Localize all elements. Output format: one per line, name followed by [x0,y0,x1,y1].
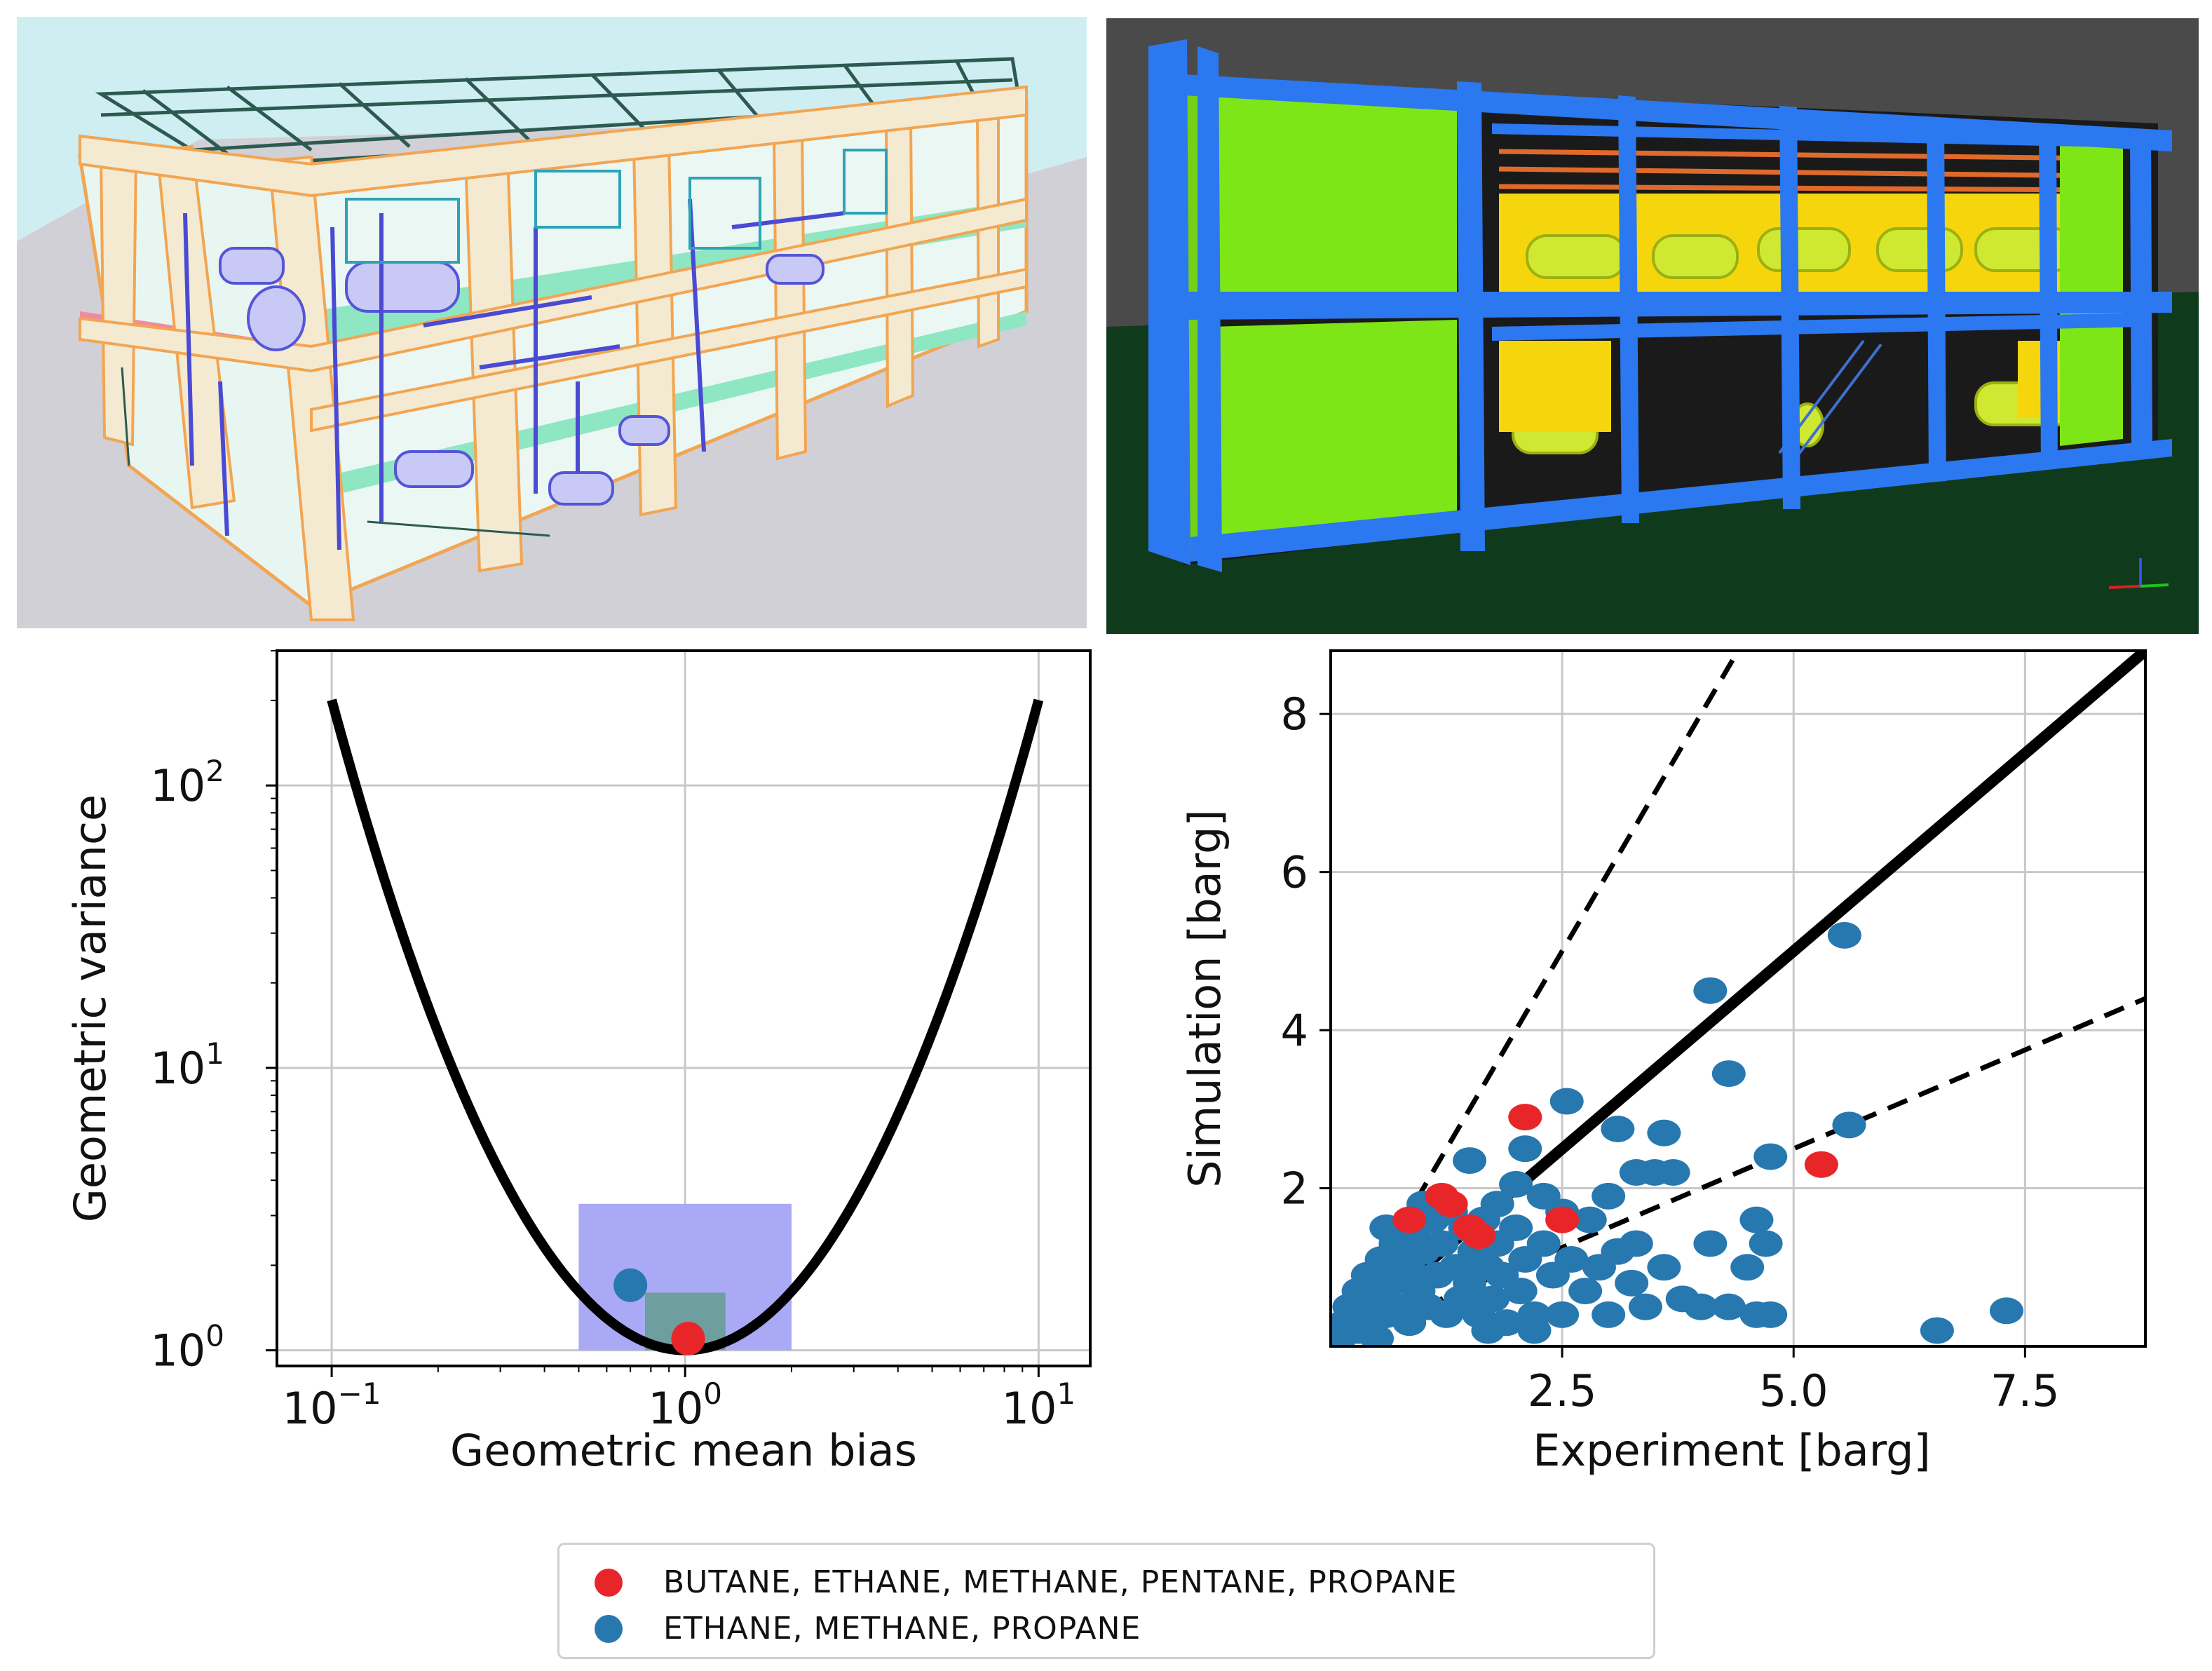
data-point [1753,1301,1788,1328]
legend-label: BUTANE, ETHANE, METHANE, PENTANE, PROPAN… [663,1564,1458,1600]
y-tick-label: 8 [1281,689,1308,740]
x-tick-label: 5.0 [1759,1365,1828,1416]
data-point [671,1321,705,1355]
data-point [1684,1293,1718,1320]
data-point [1628,1293,1662,1320]
data-point [1462,1222,1496,1250]
data-point [1471,1317,1505,1344]
x-axis-label: Experiment [barg] [1533,1425,1930,1476]
y-tick-label: 6 [1281,847,1308,898]
plant-3d-render-light [17,17,1087,628]
x-tick-label: 101 [1002,1376,1076,1434]
legend-marker [595,1568,623,1597]
data-point [1545,1206,1580,1233]
data-point [1615,1269,1649,1297]
y-tick-label: 2 [1281,1163,1308,1215]
data-point [1601,1116,1635,1142]
chart-scatter-svg: 2.5 5.0 7.5 2 4 6 8 Experiment [barg] Simulati… [1179,649,2147,1476]
data-point [1989,1297,2023,1325]
data-point [1749,1230,1783,1257]
x-tick-label: 2.5 [1528,1365,1597,1416]
data-point [1526,1182,1561,1210]
legend: BUTANE, ETHANE, METHANE, PENTANE, PROPAN… [557,1543,1655,1659]
data-point [1499,1170,1533,1198]
data-point [1739,1206,1774,1233]
data-point [1647,1119,1681,1146]
data-point [1753,1143,1788,1170]
data-point [1832,1111,1866,1139]
data-point [1804,1151,1838,1178]
y-tick-label: 4 [1281,1005,1308,1056]
y-axis-label: Geometric variance [65,794,116,1222]
data-point [1711,1293,1746,1320]
data-point [1453,1147,1487,1175]
legend-item: BUTANE, ETHANE, METHANE, PENTANE, PROPAN… [595,1564,1457,1600]
data-point [1499,1214,1533,1241]
x-tick-label: 10−1 [283,1376,381,1434]
data-point [1827,921,1861,949]
data-point [1392,1206,1427,1233]
data-point [1647,1254,1681,1281]
data-point [1554,1246,1589,1273]
plant-3d-render-dark [1106,18,2199,634]
legend-marker [595,1614,623,1643]
y-tick-label: 100 [150,1319,224,1376]
data-point [1568,1278,1603,1305]
data-point [1619,1159,1653,1186]
data-point [1378,1246,1413,1273]
data-point [1693,977,1728,1004]
data-point [1711,1060,1746,1088]
chart-geometric: 10−1 100 101 100 101 102 Geometric mean bias … [0,631,1108,1515]
data-point [1619,1230,1653,1257]
data-point [1592,1182,1626,1210]
data-point [1517,1317,1552,1344]
y-axis-label: Simulation [barg] [1179,809,1230,1187]
plot-frame [1329,649,2147,1348]
data-point [1508,1135,1542,1163]
chart-scatter: 2.5 5.0 7.5 2 4 6 8 Experiment [barg] Simulati… [1108,631,2212,1515]
data-point [1476,1285,1510,1313]
plant-render-light-svg [17,17,1087,628]
x-axis-label: Geometric mean bias [450,1425,917,1476]
data-point [1526,1230,1561,1257]
data-point [1693,1230,1728,1257]
data-point [1503,1278,1538,1305]
data-point [1434,1191,1468,1218]
legend-label: ETHANE, METHANE, PROPANE [663,1611,1141,1646]
data-point [1656,1159,1690,1186]
data-point [1730,1254,1765,1281]
data-point [1592,1301,1626,1328]
plot-frame [276,649,1092,1367]
data-point [1920,1317,1954,1344]
data-point [1508,1104,1542,1131]
data-point [1549,1088,1584,1115]
data-point [1480,1191,1514,1218]
data-point [1425,1230,1459,1257]
legend-item: ETHANE, METHANE, PROPANE [595,1611,1141,1646]
data-point [1545,1301,1580,1328]
data-point [1360,1325,1395,1346]
plant-render-dark-svg [1106,18,2199,634]
x-tick-label: 7.5 [1990,1365,2060,1416]
y-tick-label: 101 [150,1036,224,1094]
data-point [1573,1206,1607,1233]
data-point [613,1268,648,1302]
y-tick-label: 102 [150,754,224,811]
